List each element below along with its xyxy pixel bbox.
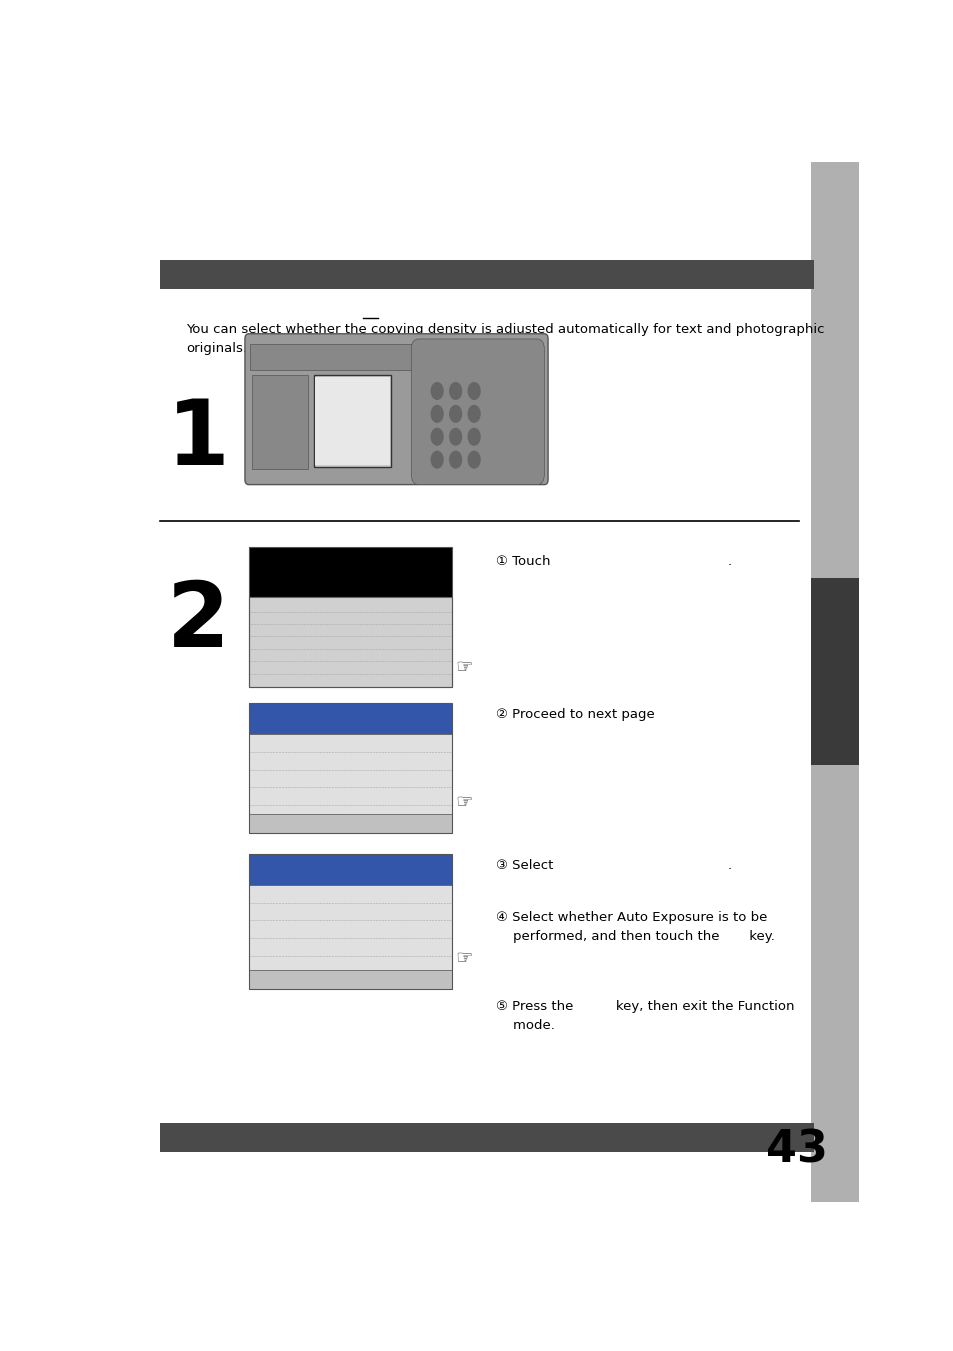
- Text: FUNCTION MODE         COPIER: FUNCTION MODE COPIER: [252, 857, 371, 863]
- Text: ⑤ Press the          key, then exit the Function
    mode.: ⑤ Press the key, then exit the Function …: [496, 1000, 794, 1032]
- Text: ③ Select: ③ Select: [496, 859, 553, 873]
- Circle shape: [449, 428, 461, 444]
- Text: 07 MANUAL SKYSHOT    OFF: 07 MANUAL SKYSHOT OFF: [252, 928, 342, 932]
- Circle shape: [431, 428, 442, 444]
- Bar: [249, 815, 452, 834]
- Bar: [314, 377, 390, 465]
- Bar: [249, 547, 452, 688]
- Text: FUNCTION MODE: FUNCTION MODE: [253, 553, 323, 561]
- Circle shape: [431, 405, 442, 422]
- Text: .: .: [625, 859, 731, 873]
- FancyBboxPatch shape: [411, 339, 544, 485]
- Text: You can select whether the copying density is adjusted automatically for text an: You can select whether the copying densi…: [186, 323, 823, 355]
- Text: 08 AUTO EXPOSURE     ON: 08 AUTO EXPOSURE ON: [252, 946, 338, 951]
- Text: 05 REDUCE R/mt SPACE  OFF: 05 REDUCE R/mt SPACE OFF: [252, 893, 346, 897]
- Text: ④ Select whether Auto Exposure is to be
    performed, and then touch the       : ④ Select whether Auto Exposure is to be …: [496, 911, 775, 943]
- Bar: [249, 885, 452, 970]
- Bar: [252, 376, 308, 469]
- Bar: [810, 578, 858, 766]
- Bar: [249, 703, 452, 735]
- Text: ⇐ 02/02 →→  CANCEL   O.K: ⇐ 02/02 →→ CANCEL O.K: [252, 974, 330, 979]
- Text: ② Proceed to next page: ② Proceed to next page: [496, 708, 655, 721]
- Bar: [249, 734, 452, 815]
- Text: 09 KEY OPERATOR MODE: 09 KEY OPERATOR MODE: [252, 963, 327, 969]
- Bar: [250, 345, 542, 370]
- Text: ① Touch: ① Touch: [496, 555, 550, 569]
- Bar: [249, 703, 452, 834]
- Text: 02 BOOK VALUE DEF.    20mm: 02 BOOK VALUE DEF. 20mm: [252, 777, 350, 782]
- Circle shape: [468, 382, 479, 400]
- Circle shape: [449, 451, 461, 467]
- Text: SELECT A FUNCTION: SELECT A FUNCTION: [252, 720, 324, 725]
- Text: 03 MARGIN REDUCTION  INVALID: 03 MARGIN REDUCTION INVALID: [252, 794, 357, 800]
- Circle shape: [431, 451, 442, 467]
- Bar: [160, 1123, 813, 1152]
- Text: FUNCTION MODE         COPIER: FUNCTION MODE COPIER: [252, 707, 371, 712]
- Bar: [249, 547, 452, 597]
- Text: 2: 2: [167, 578, 230, 666]
- Bar: [249, 597, 452, 688]
- Circle shape: [449, 405, 461, 422]
- Text: 00 MARGIN VALUE DEF.  10mm: 00 MARGIN VALUE DEF. 10mm: [252, 742, 350, 747]
- Text: SELECT A FUNCTION: SELECT A FUNCTION: [252, 870, 324, 877]
- Text: Panasonic: Panasonic: [344, 353, 383, 362]
- Text: ⇐ 01/02 →→  CANCEL   O.K: ⇐ 01/02 →→ CANCEL O.K: [252, 819, 330, 824]
- Circle shape: [449, 382, 461, 400]
- Text: ☞: ☞: [456, 793, 473, 812]
- Text: 43: 43: [765, 1128, 827, 1171]
- Bar: [249, 970, 452, 989]
- Bar: [314, 376, 391, 467]
- Text: GENERAL FUNCTIONS  COPIER SETTINGS: GENERAL FUNCTIONS COPIER SETTINGS: [252, 604, 379, 609]
- Circle shape: [468, 405, 479, 422]
- Bar: [249, 854, 452, 885]
- Bar: [160, 259, 813, 289]
- Text: SELECT A FUNCTION: SELECT A FUNCTION: [253, 573, 345, 582]
- Text: ☞: ☞: [456, 950, 473, 969]
- Bar: [810, 162, 858, 1202]
- Bar: [249, 854, 452, 989]
- Text: 04 2-SIDED MODE DEF.  NO: 04 2-SIDED MODE DEF. NO: [252, 812, 342, 817]
- Text: 06 DIGITAL SKYSHOT   NORMAL: 06 DIGITAL SKYSHOT NORMAL: [252, 911, 354, 915]
- Text: .: .: [625, 555, 731, 569]
- Text: 01 EDGE VALUE DEF.     5mm: 01 EDGE VALUE DEF. 5mm: [252, 759, 350, 765]
- Circle shape: [468, 428, 479, 444]
- FancyBboxPatch shape: [245, 334, 547, 485]
- Circle shape: [431, 382, 442, 400]
- Text: 1: 1: [167, 396, 230, 484]
- Text: ☞: ☞: [456, 658, 473, 677]
- Circle shape: [468, 451, 479, 467]
